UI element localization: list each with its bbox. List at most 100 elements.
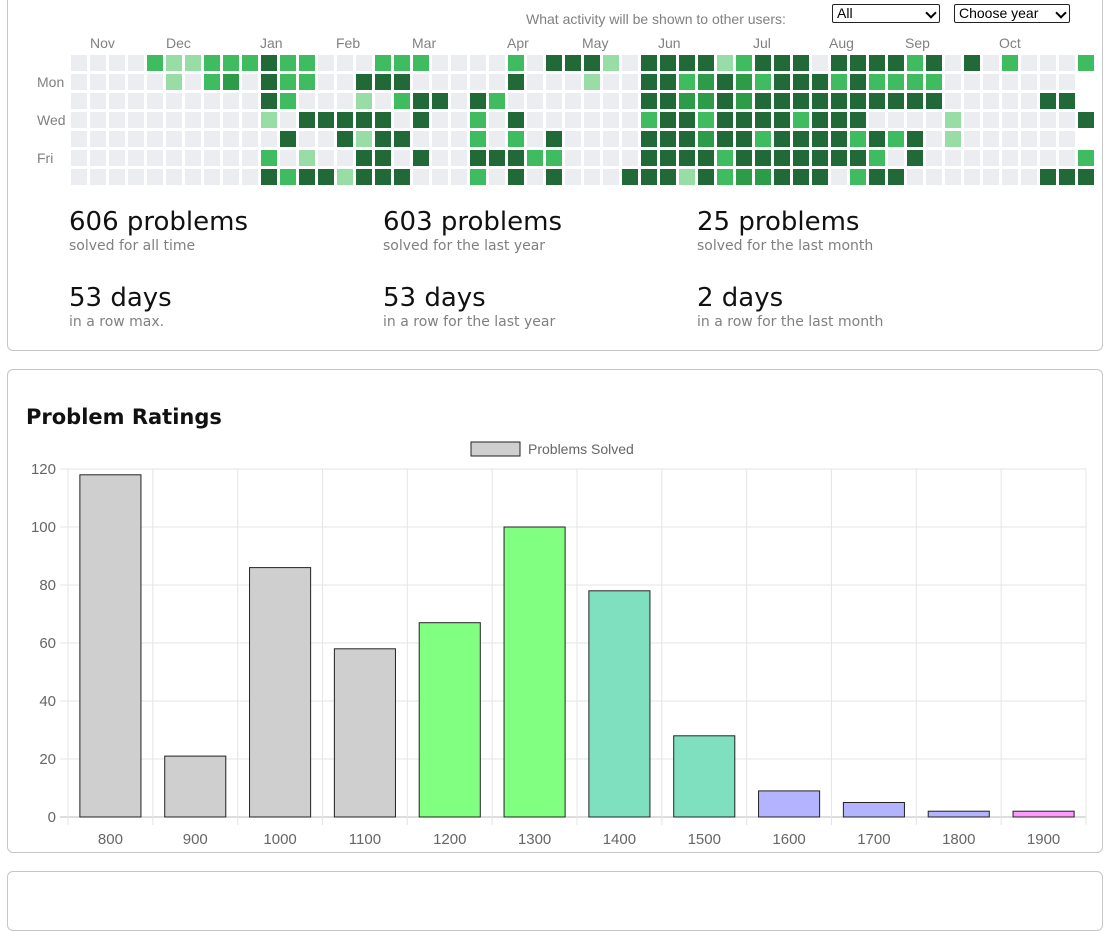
heatmap-cell[interactable] [1078,150,1094,166]
heatmap-cell[interactable] [888,150,904,166]
heatmap-cell[interactable] [641,131,657,147]
heatmap-cell[interactable] [774,169,790,185]
heatmap-cell[interactable] [1021,74,1037,90]
heatmap-cell[interactable] [774,112,790,128]
heatmap-cell[interactable] [641,55,657,71]
heatmap-cell[interactable] [318,55,334,71]
heatmap-cell[interactable] [907,55,923,71]
heatmap-cell[interactable] [109,131,125,147]
heatmap-cell[interactable] [679,169,695,185]
heatmap-cell[interactable] [907,112,923,128]
heatmap-cell[interactable] [945,74,961,90]
heatmap-cell[interactable] [242,93,258,109]
heatmap-cell[interactable] [964,131,980,147]
heatmap-cell[interactable] [1059,150,1075,166]
heatmap-cell[interactable] [337,55,353,71]
heatmap-cell[interactable] [812,131,828,147]
heatmap-cell[interactable] [831,55,847,71]
heatmap-cell[interactable] [679,74,695,90]
heatmap-cell[interactable] [185,150,201,166]
heatmap-cell[interactable] [489,93,505,109]
heatmap-cell[interactable] [888,74,904,90]
heatmap-cell[interactable] [622,74,638,90]
heatmap-cell[interactable] [527,74,543,90]
heatmap-cell[interactable] [888,169,904,185]
heatmap-cell[interactable] [470,150,486,166]
heatmap-cell[interactable] [736,74,752,90]
heatmap-cell[interactable] [413,55,429,71]
privacy-select[interactable]: All [832,4,940,23]
heatmap-cell[interactable] [1040,112,1056,128]
heatmap-cell[interactable] [109,93,125,109]
heatmap-cell[interactable] [964,74,980,90]
heatmap-cell[interactable] [337,93,353,109]
heatmap-cell[interactable] [641,74,657,90]
heatmap-cell[interactable] [1059,74,1075,90]
heatmap-cell[interactable] [1021,169,1037,185]
heatmap-cell[interactable] [223,169,239,185]
heatmap-cell[interactable] [375,112,391,128]
heatmap-cell[interactable] [432,55,448,71]
heatmap-cell[interactable] [565,55,581,71]
heatmap-cell[interactable] [584,150,600,166]
heatmap-cell[interactable] [223,93,239,109]
heatmap-cell[interactable] [185,55,201,71]
heatmap-cell[interactable] [527,150,543,166]
heatmap-cell[interactable] [375,74,391,90]
heatmap-cell[interactable] [926,55,942,71]
heatmap-cell[interactable] [603,169,619,185]
heatmap-cell[interactable] [318,131,334,147]
heatmap-cell[interactable] [432,169,448,185]
heatmap-cell[interactable] [622,131,638,147]
heatmap-cell[interactable] [489,150,505,166]
heatmap-cell[interactable] [926,112,942,128]
heatmap-cell[interactable] [546,169,562,185]
heatmap-cell[interactable] [622,169,638,185]
heatmap-cell[interactable] [736,169,752,185]
heatmap-cell[interactable] [945,131,961,147]
heatmap-cell[interactable] [223,131,239,147]
heatmap-cell[interactable] [432,150,448,166]
heatmap-cell[interactable] [907,131,923,147]
heatmap-cell[interactable] [318,93,334,109]
heatmap-cell[interactable] [812,74,828,90]
heatmap-cell[interactable] [166,131,182,147]
heatmap-cell[interactable] [869,169,885,185]
heatmap-cell[interactable] [774,55,790,71]
heatmap-cell[interactable] [793,55,809,71]
heatmap-cell[interactable] [812,93,828,109]
heatmap-cell[interactable] [204,74,220,90]
heatmap-cell[interactable] [983,93,999,109]
heatmap-cell[interactable] [945,55,961,71]
heatmap-cell[interactable] [793,93,809,109]
heatmap-cell[interactable] [261,150,277,166]
heatmap-cell[interactable] [394,169,410,185]
heatmap-cell[interactable] [166,169,182,185]
heatmap-cell[interactable] [1078,169,1094,185]
heatmap-cell[interactable] [508,150,524,166]
heatmap-cell[interactable] [166,93,182,109]
heatmap-cell[interactable] [90,169,106,185]
year-select[interactable]: Choose year [954,4,1070,23]
heatmap-cell[interactable] [432,131,448,147]
heatmap-cell[interactable] [1040,150,1056,166]
heatmap-cell[interactable] [755,150,771,166]
heatmap-cell[interactable] [736,131,752,147]
heatmap-cell[interactable] [299,131,315,147]
heatmap-cell[interactable] [888,112,904,128]
heatmap-cell[interactable] [774,74,790,90]
heatmap-cell[interactable] [90,150,106,166]
heatmap-cell[interactable] [413,93,429,109]
heatmap-cell[interactable] [1021,93,1037,109]
heatmap-cell[interactable] [242,131,258,147]
heatmap-cell[interactable] [926,150,942,166]
heatmap-cell[interactable] [242,150,258,166]
heatmap-cell[interactable] [546,112,562,128]
heatmap-cell[interactable] [318,112,334,128]
heatmap-cell[interactable] [698,169,714,185]
heatmap-cell[interactable] [831,93,847,109]
heatmap-cell[interactable] [261,131,277,147]
heatmap-cell[interactable] [128,55,144,71]
heatmap-cell[interactable] [850,74,866,90]
heatmap-cell[interactable] [736,55,752,71]
